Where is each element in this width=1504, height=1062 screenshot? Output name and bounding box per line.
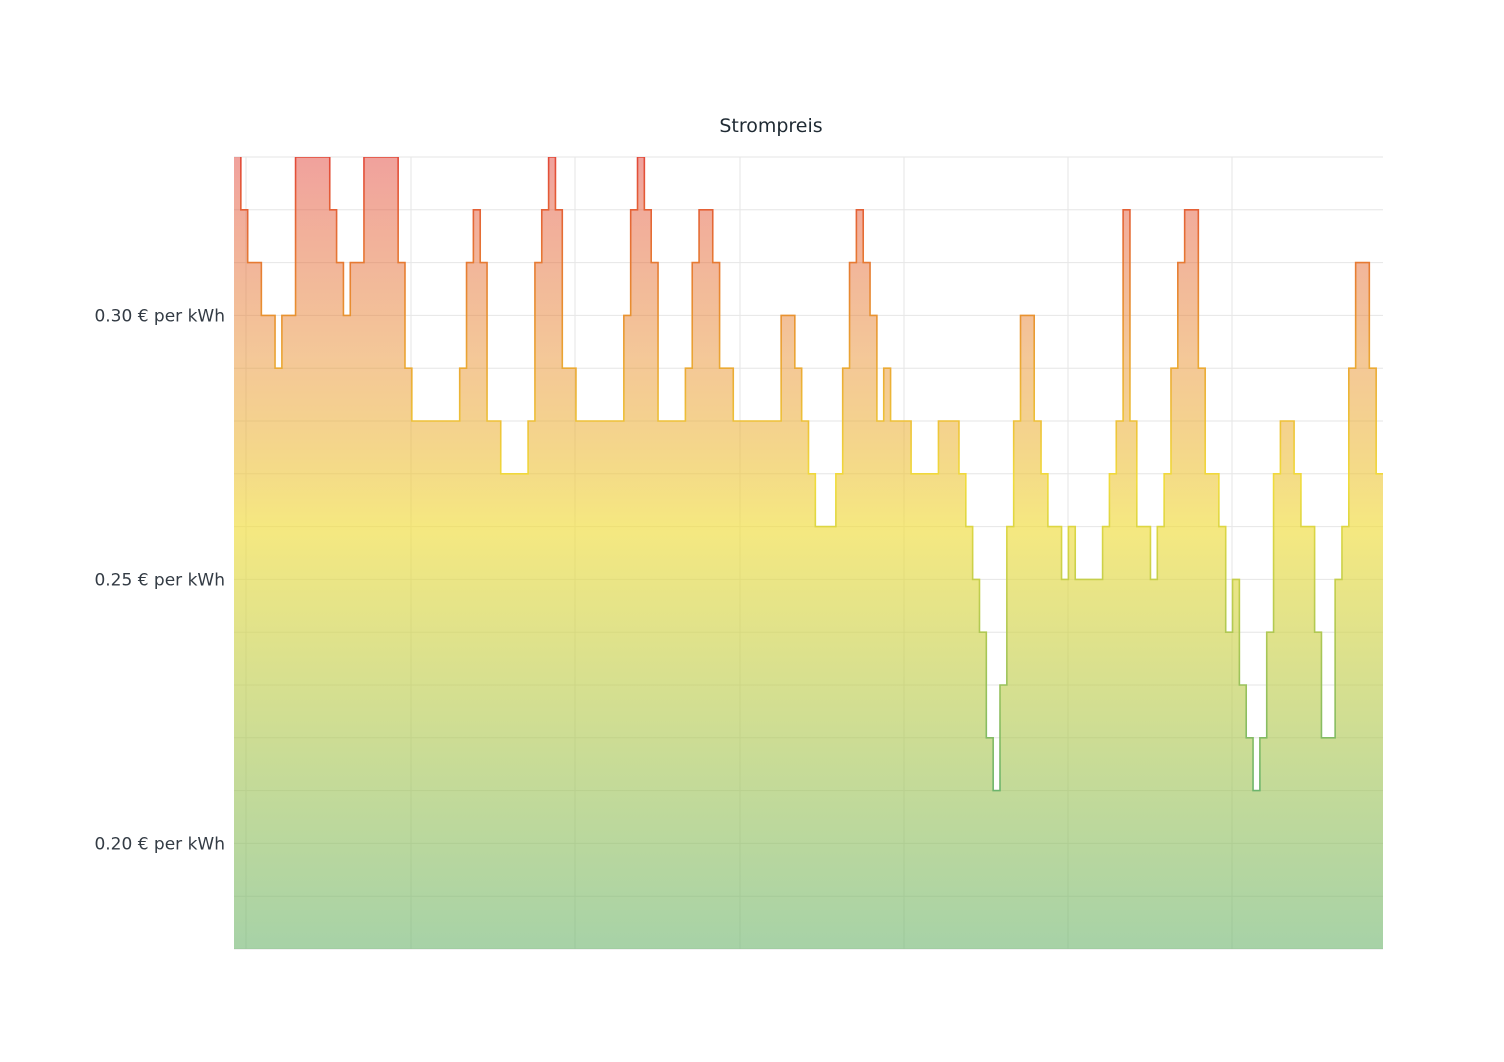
y-axis: 0.30 € per kWh 0.25 € per kWh 0.20 € per k… bbox=[94, 306, 225, 854]
y-tick-label: 0.30 € per kWh bbox=[94, 306, 225, 326]
chart-title: Strompreis bbox=[719, 115, 822, 137]
price-area bbox=[234, 157, 1383, 949]
price-area-fill bbox=[234, 157, 1383, 949]
price-line bbox=[240, 157, 1383, 792]
y-tick-label: 0.20 € per kWh bbox=[94, 834, 225, 854]
y-tick-label: 0.25 € per kWh bbox=[94, 570, 225, 590]
